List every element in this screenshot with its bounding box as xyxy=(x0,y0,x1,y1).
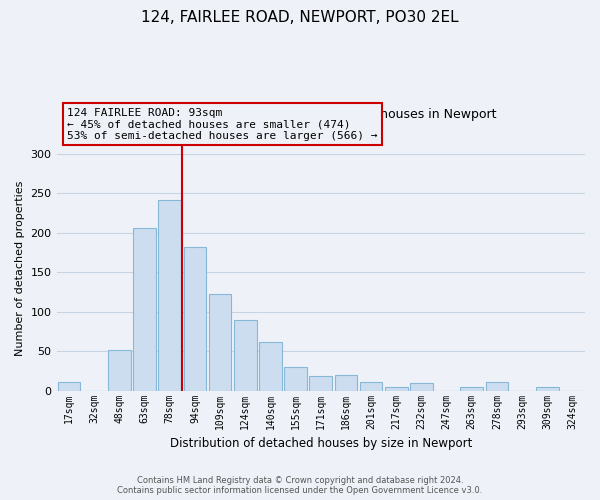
Bar xyxy=(234,320,257,390)
Bar xyxy=(485,382,508,390)
Y-axis label: Number of detached properties: Number of detached properties xyxy=(15,180,25,356)
Bar xyxy=(536,386,559,390)
Bar xyxy=(410,382,433,390)
Bar xyxy=(58,382,80,390)
Bar xyxy=(284,367,307,390)
Bar xyxy=(209,294,232,390)
Bar xyxy=(460,388,483,390)
Bar xyxy=(259,342,282,390)
Bar xyxy=(310,376,332,390)
Text: 124, FAIRLEE ROAD, NEWPORT, PO30 2EL: 124, FAIRLEE ROAD, NEWPORT, PO30 2EL xyxy=(141,10,459,25)
Bar xyxy=(133,228,156,390)
Bar xyxy=(108,350,131,391)
Text: 124 FAIRLEE ROAD: 93sqm
← 45% of detached houses are smaller (474)
53% of semi-d: 124 FAIRLEE ROAD: 93sqm ← 45% of detache… xyxy=(67,108,377,141)
Bar xyxy=(184,247,206,390)
Bar xyxy=(335,375,357,390)
Bar xyxy=(360,382,382,390)
Bar xyxy=(385,386,407,390)
X-axis label: Distribution of detached houses by size in Newport: Distribution of detached houses by size … xyxy=(170,437,472,450)
Text: Contains HM Land Registry data © Crown copyright and database right 2024.
Contai: Contains HM Land Registry data © Crown c… xyxy=(118,476,482,495)
Title: Size of property relative to detached houses in Newport: Size of property relative to detached ho… xyxy=(146,108,496,121)
Bar xyxy=(158,200,181,390)
